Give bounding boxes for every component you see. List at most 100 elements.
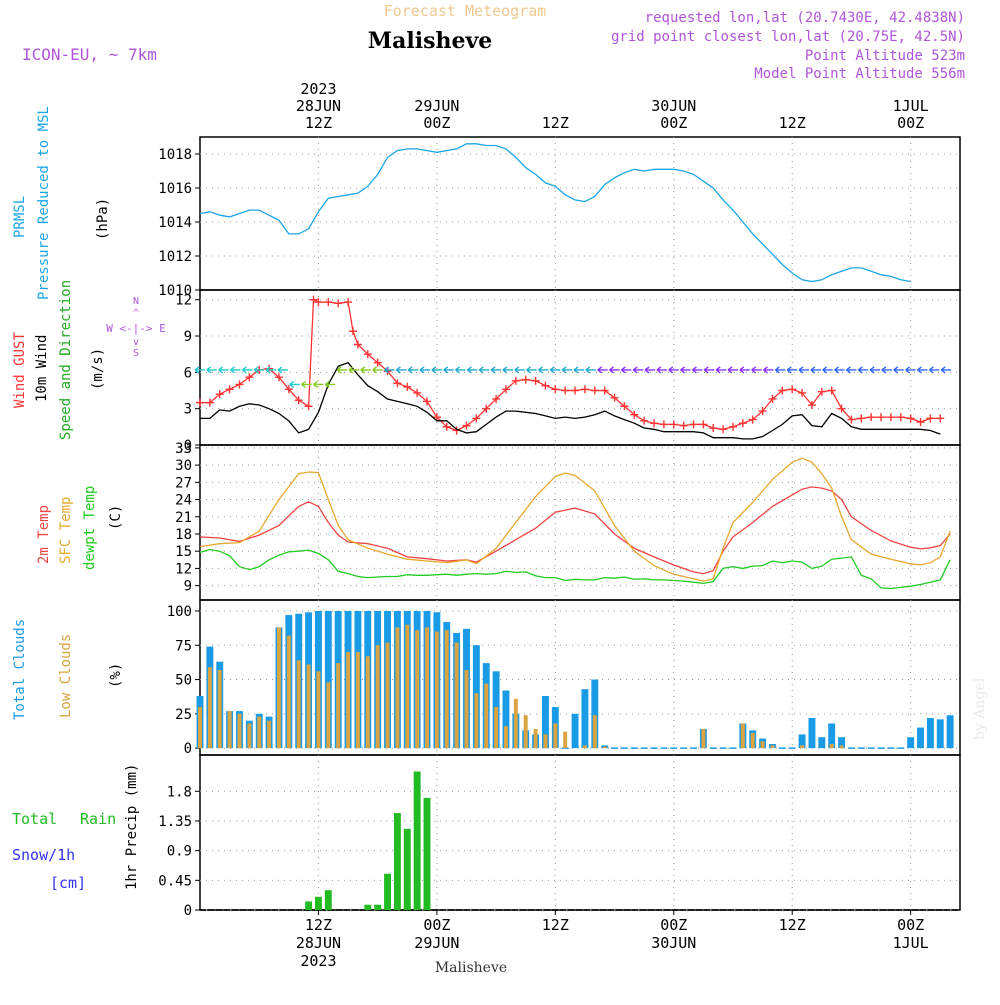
- gust-point: [363, 350, 372, 359]
- wind-direction-arrow: [668, 366, 679, 374]
- wind-direction-arrow: [692, 366, 703, 374]
- total-clouds-bar: [798, 734, 806, 749]
- gust-point: [511, 376, 520, 385]
- wind-direction-arrow: [313, 380, 324, 389]
- wind-direction-arrow: [538, 366, 549, 374]
- wind-direction-arrow: [289, 380, 300, 389]
- y-tick-label: 75: [175, 638, 192, 654]
- compass-s-arrow: v: [133, 337, 139, 348]
- gust-point: [738, 419, 747, 428]
- wind-direction-arrow: [253, 366, 265, 374]
- gust-point: [225, 385, 234, 394]
- wind-direction-arrow: [763, 366, 774, 374]
- wind-direction-arrow: [869, 366, 881, 374]
- wind-direction-arrow: [573, 366, 585, 374]
- low-clouds-bar: [454, 642, 459, 749]
- total-clouds-bar: [946, 715, 954, 749]
- low-clouds-bar: [237, 713, 242, 749]
- pressure-msl-label: Pressure Reduced to MSL: [36, 106, 52, 300]
- low-clouds-bar: [563, 731, 568, 749]
- wind-direction-arrow: [265, 366, 277, 374]
- wind-direction-arrow: [822, 366, 833, 374]
- gust-point: [245, 373, 254, 382]
- gust-point: [768, 394, 777, 403]
- wind-direction-arrow: [680, 366, 691, 374]
- total-clouds-label: Total Clouds: [12, 619, 28, 720]
- low-clouds-bar: [434, 631, 439, 749]
- wind-direction-arrow: [928, 366, 940, 374]
- gust-point: [334, 299, 343, 308]
- gust-point: [847, 415, 856, 424]
- wind-10m-line: [200, 361, 941, 440]
- gust-point: [640, 416, 649, 425]
- y-tick-label: 15: [175, 544, 192, 560]
- low-clouds-bar: [375, 645, 380, 749]
- low-clouds-bar: [276, 627, 281, 749]
- clouds-unit: (%): [108, 663, 124, 688]
- gust-point: [798, 388, 807, 397]
- y-tick-label: 100: [167, 604, 192, 620]
- y-tick-label: 9: [184, 329, 192, 345]
- gust-point: [837, 404, 846, 413]
- y-tick-label: 6: [184, 365, 192, 381]
- top-tick-label: 30JUN: [651, 97, 696, 115]
- gust-point: [669, 420, 678, 429]
- low-clouds-bar: [504, 726, 508, 749]
- gust-point: [699, 420, 708, 429]
- total-clouds-bar: [838, 737, 846, 749]
- total-clouds-bar: [808, 717, 816, 749]
- total-clouds-bar: [581, 689, 589, 749]
- gust-point: [472, 414, 481, 423]
- bottom-tick-label: 29JUN: [414, 934, 459, 952]
- temp-sfc-line: [199, 457, 951, 582]
- low-clouds-bar: [227, 711, 232, 749]
- y-tick-label: 1014: [158, 215, 192, 231]
- y-tick-label: 0.9: [167, 844, 192, 860]
- wind-direction-arrow: [917, 366, 928, 374]
- total-clouds-bar: [828, 723, 836, 749]
- gust-point: [304, 402, 313, 411]
- precip-bar: [413, 771, 421, 910]
- wind-direction-arrow: [502, 366, 513, 374]
- top-tick-label: 12Z: [305, 114, 332, 132]
- low-clouds-bar: [592, 715, 597, 749]
- low-clouds-bar: [494, 706, 499, 749]
- y-tick-label: 18: [175, 527, 192, 543]
- location-title: Malisheve: [368, 28, 492, 54]
- y-tick-label: 1016: [158, 181, 192, 197]
- gust-point: [719, 425, 728, 434]
- wind-direction-arrow: [656, 366, 667, 374]
- gust-point: [807, 401, 816, 410]
- total-clouds-bar: [926, 717, 934, 749]
- top-tick-label: 28JUN: [296, 97, 341, 115]
- wind-direction-arrow: [407, 366, 419, 374]
- low-clouds-bar: [316, 671, 321, 749]
- low-clouds-bar: [760, 741, 765, 749]
- low-clouds-bar: [484, 683, 489, 749]
- low-clouds-bar: [395, 627, 400, 749]
- wind-10m-label: 10m Wind: [34, 335, 50, 402]
- watermark: by Angel: [972, 677, 988, 740]
- temp-2m-label: 2m Temp: [36, 505, 52, 564]
- low-clouds-bar: [464, 669, 469, 749]
- wind-direction-arrow: [324, 380, 336, 389]
- model-label: ICON-EU, ~ 7km: [22, 45, 157, 64]
- gust-point: [896, 413, 905, 422]
- gust-point: [728, 422, 737, 431]
- compass-s: S: [133, 348, 139, 359]
- bottom-tick-label: 30JUN: [651, 934, 696, 952]
- low-clouds-bar: [582, 745, 587, 749]
- gust-point: [827, 386, 836, 395]
- gust-point: [403, 382, 412, 391]
- low-clouds-bar: [207, 667, 212, 749]
- gust-point: [492, 394, 501, 403]
- wind-direction-arrow: [466, 366, 478, 374]
- y-tick-label: 3: [184, 402, 192, 418]
- wind-direction-arrow: [549, 366, 561, 374]
- low-clouds-bar: [385, 642, 390, 749]
- wind-direction-arrow: [597, 366, 608, 374]
